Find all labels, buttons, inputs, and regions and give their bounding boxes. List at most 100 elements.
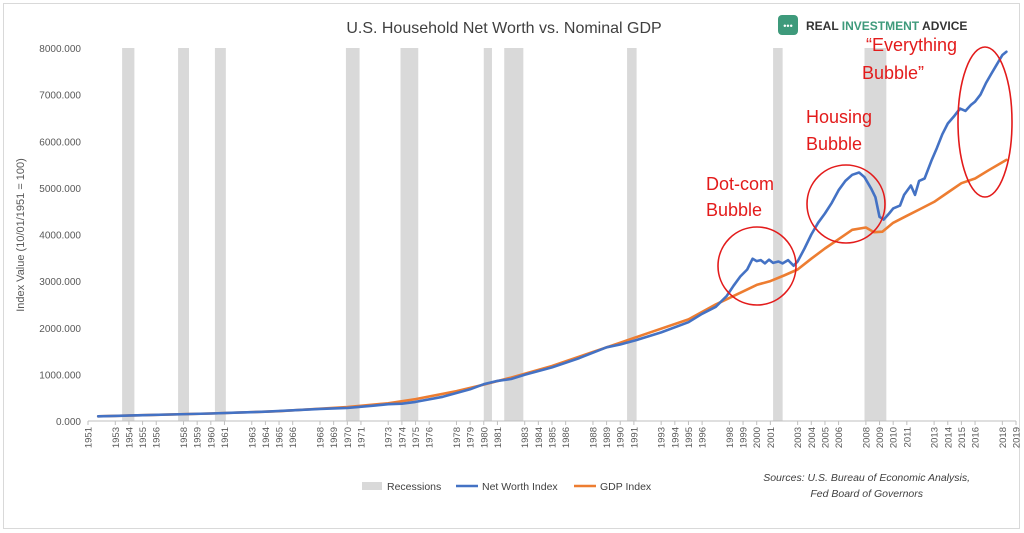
brand-logo-mark [778, 15, 798, 35]
x-tick-label: 1963 [247, 427, 258, 448]
x-tick-label: 1999 [739, 427, 750, 448]
x-tick-label: 1961 [220, 427, 231, 448]
x-tick-label: 1990 [616, 427, 627, 448]
x-tick-label: 2013 [930, 427, 941, 448]
brand-name-part-3: ADVICE [919, 19, 967, 33]
x-tick-label: 1969 [329, 427, 340, 448]
x-tick-label: 1984 [534, 427, 545, 448]
x-tick-label: 1983 [520, 427, 531, 448]
x-tick-label: 1975 [411, 427, 422, 448]
annotation-dotcom: Dot-com Bubble [706, 174, 797, 306]
x-tick-label: 2018 [998, 427, 1009, 448]
annotation-line: Bubble [706, 200, 762, 220]
x-tick-label: 1979 [466, 427, 477, 448]
x-tick-label: 1980 [479, 427, 490, 448]
recession-band [483, 48, 492, 421]
recession-band [122, 48, 135, 421]
recession-band [627, 48, 637, 421]
legend-swatch-recessions [362, 482, 382, 490]
y-axis-label: Index Value (10/01/1951 = 100) [15, 158, 27, 312]
annotation-circle-housing [806, 164, 886, 244]
x-tick-label: 2003 [793, 427, 804, 448]
recession-band [773, 48, 783, 421]
annotation-circle-dotcom [717, 226, 797, 306]
x-tick-label: 1995 [684, 427, 695, 448]
x-tick-label: 2004 [807, 427, 818, 448]
series-line-gdp-index [96, 158, 1008, 418]
y-tick-label: 5000.000 [39, 184, 81, 195]
x-tick-label: 1986 [561, 427, 572, 448]
x-tick-label: 2005 [820, 427, 831, 448]
x-tick-label: 1958 [179, 427, 190, 448]
x-tick-label: 1974 [397, 427, 408, 448]
y-tick-label: 8000.000 [39, 44, 81, 55]
recession-band [400, 48, 419, 421]
sources-line-2: Fed Board of Governors [810, 488, 923, 500]
x-tick-label: 1956 [152, 427, 163, 448]
x-tick-label: 1954 [124, 427, 135, 448]
recession-bands [122, 48, 887, 421]
x-tick-label: 1998 [725, 427, 736, 448]
axes: 0.000 1000.000 2000.000 3000.000 4000.000 500… [39, 44, 1022, 448]
x-tick-label: 1978 [452, 427, 463, 448]
x-tick-label: 2016 [971, 427, 982, 448]
y-tick-label: 4000.000 [39, 231, 81, 242]
x-tick-label: 1970 [343, 427, 354, 448]
series-lines [96, 50, 1008, 418]
x-tick-label: 1973 [384, 427, 395, 448]
annotation-text-housing: Housing Bubble [806, 107, 877, 154]
x-tick-label: 2015 [957, 427, 968, 448]
x-tick-label: 2006 [834, 427, 845, 448]
recession-band [864, 48, 887, 421]
brand-name-part-2: INVESTMENT [842, 19, 920, 33]
sources-note: Sources: U.S. Bureau of Economic Analysi… [763, 472, 970, 500]
x-tick-label: 2008 [861, 427, 872, 448]
y-tick-label: 6000.000 [39, 137, 81, 148]
x-tick-label: 1965 [275, 427, 286, 448]
sources-line-1: Sources: U.S. Bureau of Economic Analysi… [763, 472, 970, 484]
legend-label-net-worth: Net Worth Index [482, 481, 558, 493]
brand-name-part-1: REAL [806, 19, 842, 33]
brand-name: REAL INVESTMENT ADVICE [806, 19, 967, 33]
y-tick-label: 0.000 [56, 417, 81, 428]
x-tick-label: 2019 [1012, 427, 1023, 448]
x-tick-label: 1985 [548, 427, 559, 448]
x-tick-label: 1993 [657, 427, 668, 448]
x-tick-label: 2011 [902, 427, 913, 447]
annotation-line: Housing [806, 107, 872, 127]
series-line-net-worth-index [96, 50, 1008, 418]
y-tick-label: 7000.000 [39, 91, 81, 102]
x-tick-label: 2014 [943, 427, 954, 448]
x-tick-label: 2009 [875, 427, 886, 448]
y-tick-label: 2000.000 [39, 324, 81, 335]
x-tick-label: 2000 [752, 427, 763, 448]
y-tick-label: 1000.000 [39, 370, 81, 381]
x-tick-label: 1955 [138, 427, 149, 448]
annotation-line: Dot-com [706, 174, 774, 194]
recession-band [178, 48, 189, 421]
annotation-text-everything: “Everything Bubble” [862, 35, 962, 83]
x-tick-label: 1951 [84, 427, 95, 448]
x-tick-label: 1960 [206, 427, 217, 448]
legend: Recessions Net Worth Index GDP Index [362, 481, 652, 493]
annotation-line: “Everything [866, 35, 957, 55]
x-tick-label: 1971 [356, 427, 367, 448]
x-tick-label: 1968 [316, 427, 327, 448]
annotation-line: Bubble [806, 134, 862, 154]
legend-label-gdp: GDP Index [600, 481, 652, 493]
x-tick-label: 1964 [261, 427, 272, 448]
x-tick-label: 1981 [493, 427, 504, 448]
annotation-ellipse-everything [957, 46, 1013, 198]
legend-label-recessions: Recessions [387, 481, 441, 493]
x-tick-label: 1966 [288, 427, 299, 448]
x-tick-label: 2010 [889, 427, 900, 448]
x-tick-label: 1988 [588, 427, 599, 448]
x-tick-label: 2001 [766, 427, 777, 448]
brand-logo-mark-glyph: ••• [783, 21, 792, 31]
x-tick-label: 1959 [193, 427, 204, 448]
annotation-line: Bubble” [862, 63, 924, 83]
x-tick-label: 1994 [670, 427, 681, 448]
x-tick-label: 1996 [698, 427, 709, 448]
annotation-everything: “Everything Bubble” [862, 35, 1013, 198]
